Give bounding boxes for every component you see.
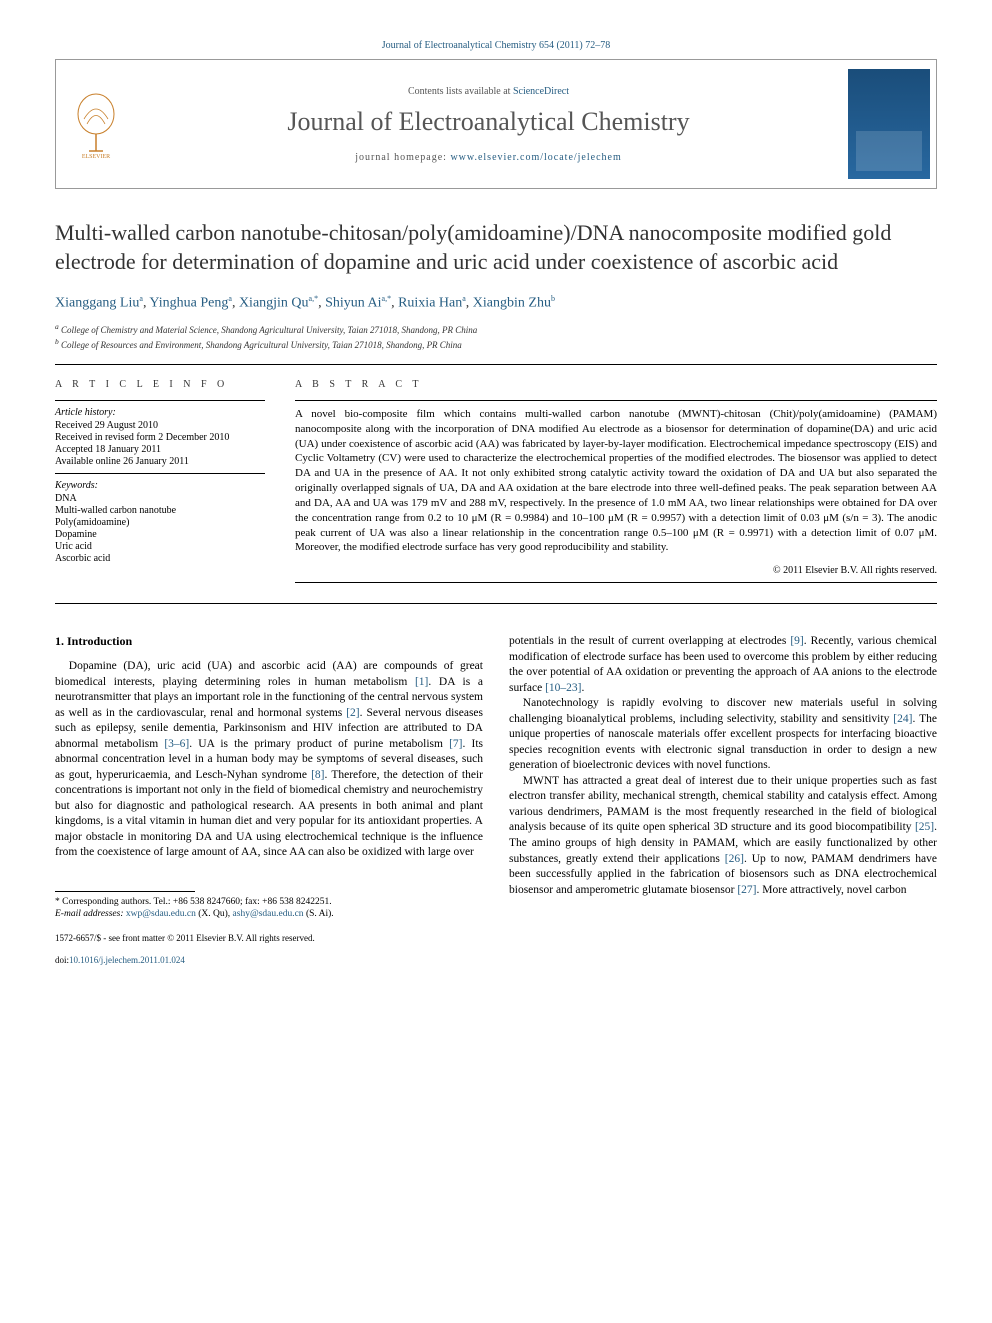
doi-link[interactable]: 10.1016/j.jelechem.2011.01.024 xyxy=(69,955,185,965)
footnote-corr: * Corresponding authors. Tel.: +86 538 8… xyxy=(55,896,483,908)
keyword: Ascorbic acid xyxy=(55,553,265,564)
publisher-logo: ELSEVIER xyxy=(56,60,136,188)
homepage-prefix: journal homepage: xyxy=(355,152,450,163)
author-list: Xianggang Liua, Yinghua Penga, Xiangjin … xyxy=(55,294,937,312)
right-column: potentials in the result of current over… xyxy=(509,634,937,964)
keyword: Uric acid xyxy=(55,541,265,552)
keyword: DNA xyxy=(55,493,265,504)
author-link[interactable]: Shiyun Ai xyxy=(325,296,381,311)
email-who: (S. Ai). xyxy=(306,909,334,919)
ref-link[interactable]: [27] xyxy=(737,884,756,896)
section-heading: 1. Introduction xyxy=(55,634,483,649)
doi-label: doi: xyxy=(55,955,69,965)
front-matter: 1572-6657/$ - see front matter © 2011 El… xyxy=(55,933,483,943)
author-sup: a xyxy=(462,294,466,303)
author-sup: a,* xyxy=(309,294,319,303)
history-line: Available online 26 January 2011 xyxy=(55,456,265,467)
divider xyxy=(295,582,937,583)
article-info-heading: A R T I C L E I N F O xyxy=(55,379,265,390)
ref-link[interactable]: [10–23] xyxy=(545,682,581,694)
sciencedirect-link[interactable]: ScienceDirect xyxy=(513,86,569,97)
history-line: Accepted 18 January 2011 xyxy=(55,444,265,455)
ref-link[interactable]: [3–6] xyxy=(164,738,189,750)
affiliation: a College of Chemistry and Material Scie… xyxy=(55,322,937,335)
affiliation: b College of Resources and Environment, … xyxy=(55,337,937,350)
divider xyxy=(295,400,937,401)
homepage-link[interactable]: www.elsevier.com/locate/jelechem xyxy=(450,152,621,163)
left-column: 1. Introduction Dopamine (DA), uric acid… xyxy=(55,634,483,964)
abstract-text: A novel bio-composite film which contain… xyxy=(295,407,937,555)
ref-link[interactable]: [26] xyxy=(725,853,744,865)
history-line: Received in revised form 2 December 2010 xyxy=(55,432,265,443)
author-sup: a,* xyxy=(382,294,392,303)
keyword: Multi-walled carbon nanotube xyxy=(55,505,265,516)
email-link[interactable]: ashy@sdau.edu.cn xyxy=(233,909,304,919)
ref-link[interactable]: [8] xyxy=(311,769,324,781)
article-info-column: A R T I C L E I N F O Article history: R… xyxy=(55,379,265,589)
divider xyxy=(55,473,265,474)
abstract-column: A B S T R A C T A novel bio-composite fi… xyxy=(295,379,937,589)
svg-text:ELSEVIER: ELSEVIER xyxy=(81,154,109,159)
journal-homepage: journal homepage: www.elsevier.com/locat… xyxy=(355,152,622,163)
divider xyxy=(55,364,937,365)
citation-line: Journal of Electroanalytical Chemistry 6… xyxy=(55,40,937,51)
journal-cover-thumb xyxy=(848,69,930,179)
paragraph: Dopamine (DA), uric acid (UA) and ascorb… xyxy=(55,659,483,861)
keyword: Poly(amidoamine) xyxy=(55,517,265,528)
contents-available: Contents lists available at ScienceDirec… xyxy=(408,86,569,97)
history-label: Article history: xyxy=(55,407,265,418)
ref-link[interactable]: [7] xyxy=(449,738,462,750)
doi-line: doi:10.1016/j.jelechem.2011.01.024 xyxy=(55,955,483,965)
divider xyxy=(55,603,937,604)
history-line: Received 29 August 2010 xyxy=(55,420,265,431)
author-link[interactable]: Ruixia Han xyxy=(398,296,462,311)
footnote-emails: E-mail addresses: xwp@sdau.edu.cn (X. Qu… xyxy=(55,908,483,920)
abstract-copyright: © 2011 Elsevier B.V. All rights reserved… xyxy=(295,565,937,576)
email-label: E-mail addresses: xyxy=(55,909,124,919)
ref-link[interactable]: [25] xyxy=(915,821,934,833)
email-link[interactable]: xwp@sdau.edu.cn xyxy=(126,909,196,919)
journal-name: Journal of Electroanalytical Chemistry xyxy=(287,107,689,137)
ref-link[interactable]: [2] xyxy=(346,707,359,719)
paragraph: Nanotechnology is rapidly evolving to di… xyxy=(509,696,937,774)
paragraph: potentials in the result of current over… xyxy=(509,634,937,696)
author-link[interactable]: Yinghua Peng xyxy=(149,296,228,311)
keyword: Dopamine xyxy=(55,529,265,540)
author-link[interactable]: Xiangbin Zhu xyxy=(473,296,551,311)
author-link[interactable]: Xianggang Liu xyxy=(55,296,139,311)
ref-link[interactable]: [24] xyxy=(893,713,912,725)
author-sup: b xyxy=(551,294,555,303)
contents-prefix: Contents lists available at xyxy=(408,86,513,97)
article-title: Multi-walled carbon nanotube-chitosan/po… xyxy=(55,219,937,276)
elsevier-tree-icon: ELSEVIER xyxy=(69,89,124,159)
journal-header: ELSEVIER Contents lists available at Sci… xyxy=(55,59,937,189)
author-sup: a xyxy=(228,294,232,303)
keywords-label: Keywords: xyxy=(55,480,265,491)
email-who: (X. Qu), xyxy=(198,909,230,919)
ref-link[interactable]: [1] xyxy=(415,676,428,688)
author-link[interactable]: Xiangjin Qu xyxy=(239,296,309,311)
paragraph: MWNT has attracted a great deal of inter… xyxy=(509,774,937,898)
author-sup: a xyxy=(139,294,143,303)
divider xyxy=(55,400,265,401)
abstract-heading: A B S T R A C T xyxy=(295,379,937,390)
footnote-divider xyxy=(55,891,195,892)
ref-link[interactable]: [9] xyxy=(790,635,803,647)
corresponding-footnote: * Corresponding authors. Tel.: +86 538 8… xyxy=(55,896,483,921)
